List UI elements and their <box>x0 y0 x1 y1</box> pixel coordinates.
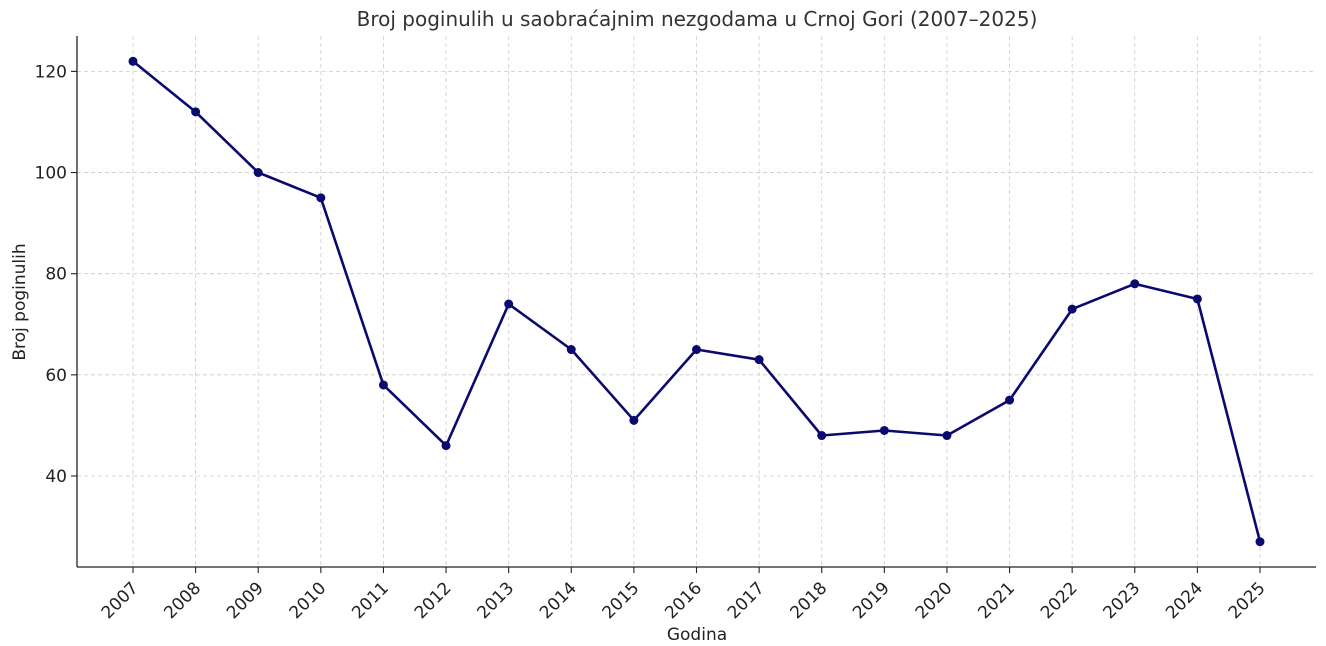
data-point-2020 <box>942 431 952 441</box>
data-point-2025 <box>1255 537 1265 547</box>
data-point-2015 <box>629 415 639 425</box>
data-point-2013 <box>504 299 514 309</box>
x-tick-label-2009: 2009 <box>223 578 268 623</box>
data-point-2012 <box>441 441 451 451</box>
axes <box>71 36 1316 573</box>
x-tick-label-2015: 2015 <box>599 578 644 623</box>
tick-labels: 40 60 80 100 120 2007 2008 2009 2010 2011 2012 2013… <box>35 62 1270 623</box>
x-tick-label-2010: 2010 <box>286 578 331 623</box>
x-tick-label-2024: 2024 <box>1162 578 1207 623</box>
data-point-2017 <box>754 355 764 365</box>
y-axis-label: Broj poginulih <box>10 243 30 360</box>
y-tick-label-100: 100 <box>35 164 67 184</box>
y-tick-label-60: 60 <box>45 366 67 386</box>
x-tick-label-2014: 2014 <box>536 578 581 623</box>
data-point-2024 <box>1192 294 1202 304</box>
data-point-2023 <box>1130 279 1140 289</box>
x-tick-label-2013: 2013 <box>473 578 518 623</box>
chart-title: Broj poginulih u saobraćajnim nezgodama … <box>357 7 1038 31</box>
x-tick-label-2008: 2008 <box>160 578 205 623</box>
data-point-2022 <box>1067 304 1077 314</box>
data-point-2009 <box>253 168 263 178</box>
x-tick-label-2019: 2019 <box>849 578 894 623</box>
data-point-2014 <box>566 345 576 355</box>
x-tick-label-2007: 2007 <box>98 578 143 623</box>
y-tick-label-80: 80 <box>45 265 67 285</box>
data-point-2011 <box>378 380 388 390</box>
x-tick-label-2023: 2023 <box>1100 578 1145 623</box>
x-tick-label-2011: 2011 <box>348 578 393 623</box>
x-tick-label-2022: 2022 <box>1037 578 1082 623</box>
y-tick-label-40: 40 <box>45 467 67 487</box>
x-tick-label-2025: 2025 <box>1225 578 1270 623</box>
data-point-2010 <box>316 193 326 203</box>
data-point-2018 <box>817 431 827 441</box>
x-tick-label-2021: 2021 <box>974 578 1019 623</box>
x-tick-label-2016: 2016 <box>661 578 706 623</box>
data-point-2008 <box>191 107 201 117</box>
series <box>128 56 1265 547</box>
series-line-0 <box>132 60 1262 543</box>
x-axis-label: Godina <box>667 625 727 645</box>
grid <box>77 36 1316 567</box>
x-tick-label-2018: 2018 <box>787 578 832 623</box>
data-point-2016 <box>692 345 701 355</box>
x-tick-label-2012: 2012 <box>411 578 456 623</box>
data-point-2021 <box>1005 395 1015 405</box>
data-point-2007 <box>128 56 138 66</box>
data-point-2019 <box>879 425 889 435</box>
x-tick-label-2020: 2020 <box>912 578 957 623</box>
y-tick-label-120: 120 <box>35 62 67 82</box>
x-tick-label-2017: 2017 <box>724 578 769 623</box>
